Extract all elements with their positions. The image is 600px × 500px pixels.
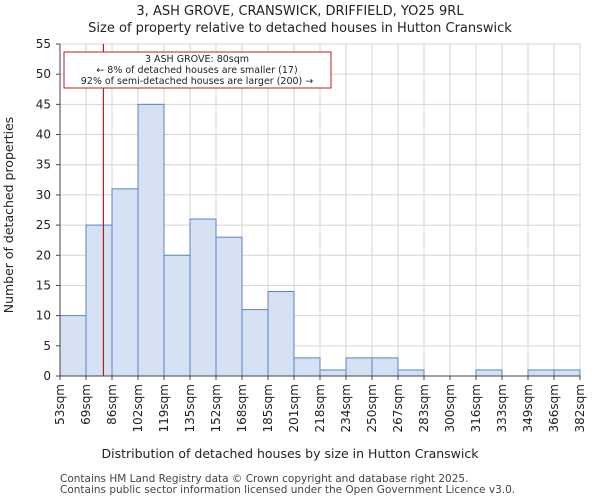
bar	[527, 369, 555, 377]
x-tick-label: 234sqm	[339, 384, 353, 432]
y-tick-label: 55	[36, 37, 51, 51]
bar	[345, 357, 373, 377]
x-tick-label: 185sqm	[261, 384, 275, 432]
bar	[553, 369, 581, 377]
x-ticks: 53sqm 69sqm 86sqm 102sqm 119sqm 135sqm 152sqm 1…	[53, 376, 587, 432]
x-tick-label: 333sqm	[495, 384, 509, 432]
y-tick-label: 25	[36, 218, 51, 232]
bar	[241, 309, 269, 377]
bar	[293, 357, 321, 377]
x-tick-label: 168sqm	[235, 384, 249, 432]
x-tick-label: 250sqm	[365, 384, 379, 432]
bar	[215, 236, 243, 377]
bar	[111, 188, 139, 377]
bar	[59, 315, 87, 377]
x-tick-label: 69sqm	[79, 384, 93, 425]
y-tick-label: 20	[36, 248, 51, 262]
bar	[267, 290, 295, 377]
x-tick-label: 53sqm	[53, 384, 67, 425]
y-tick-label: 50	[36, 67, 51, 81]
y-tick-label: 5	[43, 339, 51, 353]
x-tick-label: 382sqm	[573, 384, 587, 432]
annotation-line-3: 92% of semi-detached houses are larger (…	[81, 76, 314, 87]
annotation-box	[63, 51, 332, 89]
x-tick-label: 267sqm	[391, 384, 405, 432]
x-tick-label: 218sqm	[313, 384, 327, 432]
y-tick-label: 15	[36, 278, 51, 292]
x-tick-label: 135sqm	[183, 384, 197, 432]
annotation-line-2: ← 8% of detached houses are smaller (17)	[96, 65, 297, 76]
x-tick-label: 201sqm	[287, 384, 301, 432]
bar	[189, 218, 217, 377]
y-ticks: 0 5 10 15 20 25 30 35 40 45 50 55	[36, 37, 60, 383]
annotation-line-1: 3 ASH GROVE: 80sqm	[145, 54, 249, 65]
chart-subtitle: Size of property relative to detached ho…	[88, 21, 512, 36]
x-axis-label: Distribution of detached houses by size …	[101, 446, 479, 461]
y-tick-label: 0	[43, 369, 51, 383]
footer-line-2: Contains public sector information licen…	[60, 484, 516, 496]
y-tick-label: 10	[36, 309, 51, 323]
y-tick-label: 40	[36, 128, 51, 142]
y-tick-label: 35	[36, 158, 51, 172]
x-tick-label: 86sqm	[105, 384, 119, 425]
marker-annotation: 3 ASH GROVE: 80sqm ← 8% of detached hous…	[63, 51, 332, 89]
footer-line-1: Contains HM Land Registry data © Crown c…	[60, 473, 469, 485]
x-tick-label: 119sqm	[157, 384, 171, 432]
chart-title: 3, ASH GROVE, CRANSWICK, DRIFFIELD, YO25…	[136, 4, 464, 19]
y-tick-label: 30	[36, 188, 51, 202]
x-tick-label: 152sqm	[209, 384, 223, 432]
bars	[59, 103, 581, 377]
bar	[85, 224, 113, 377]
bar	[371, 357, 399, 377]
bar	[163, 254, 191, 377]
y-tick-label: 45	[36, 97, 51, 111]
bar	[319, 369, 347, 377]
bar	[397, 369, 425, 377]
x-tick-label: 316sqm	[469, 384, 483, 432]
x-tick-label: 300sqm	[443, 384, 457, 432]
x-tick-label: 283sqm	[417, 384, 431, 432]
y-axis-label: Number of detached properties	[1, 117, 16, 314]
x-tick-label: 366sqm	[547, 384, 561, 432]
bar	[137, 103, 165, 377]
x-tick-label: 102sqm	[131, 384, 145, 432]
x-tick-label: 349sqm	[521, 384, 535, 432]
bar	[475, 369, 503, 377]
